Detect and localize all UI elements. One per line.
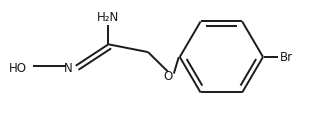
Text: Br: Br	[280, 51, 293, 64]
Text: H₂N: H₂N	[97, 11, 120, 24]
Text: N: N	[64, 62, 73, 75]
Text: HO: HO	[9, 62, 27, 75]
Text: O: O	[163, 69, 172, 82]
